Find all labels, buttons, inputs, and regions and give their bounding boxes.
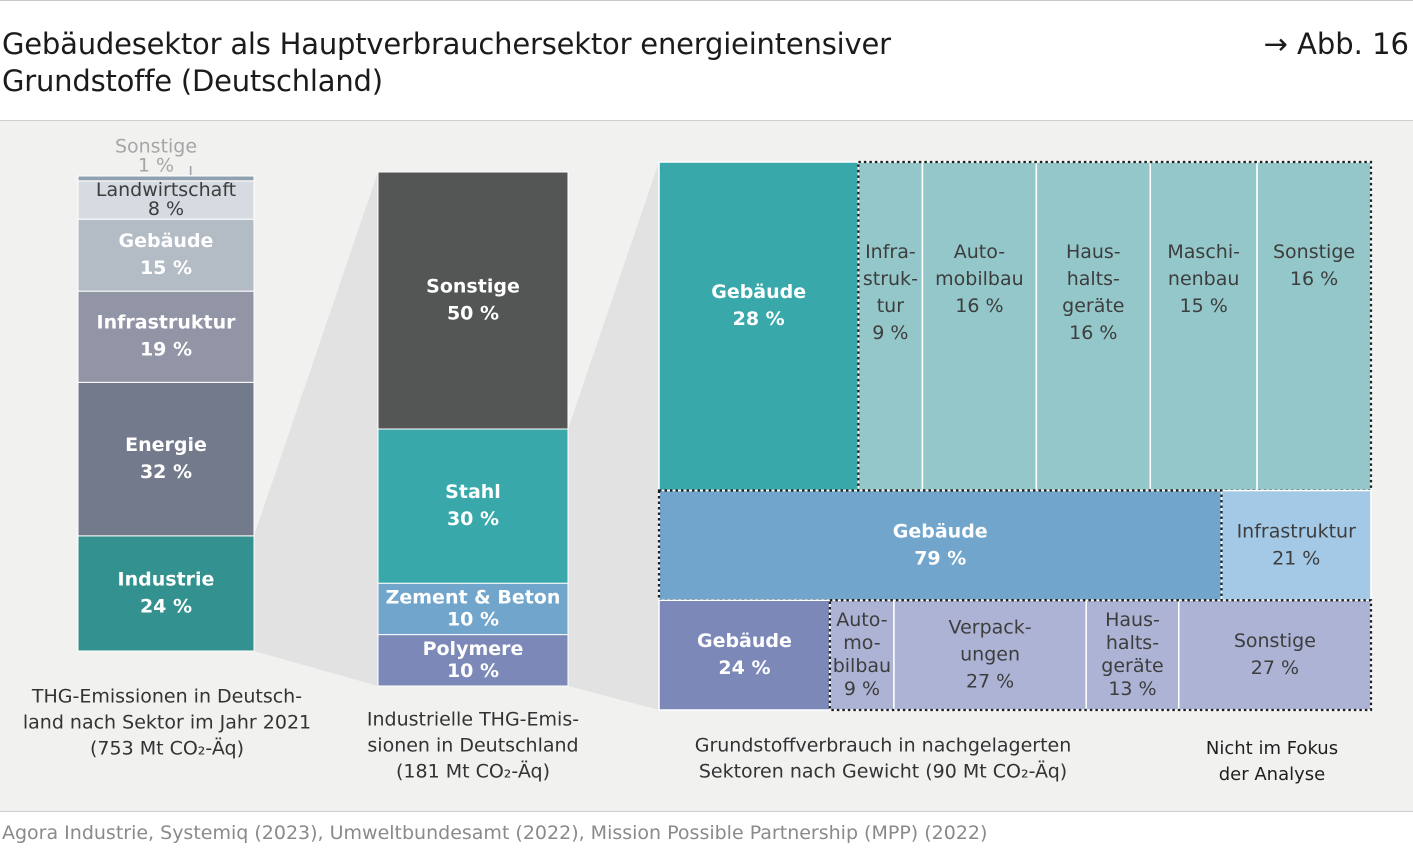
mekko-text-polymere-3-2: ungen <box>960 644 1020 666</box>
mekko-text-stahl-4-2: halts- <box>1067 268 1120 290</box>
caption-bar1-2: land nach Sektor im Jahr 2021 <box>23 712 311 734</box>
legend-not-in-focus-1: Nicht im Fokus <box>1206 738 1338 759</box>
figure-reference: → Abb. 16 <box>1263 27 1409 61</box>
bar2-text-stahl-2: 30 % <box>447 508 499 530</box>
mekko-text-stahl-2-1: Infra- <box>865 241 916 263</box>
mekko-text-polymere-4-3: geräte <box>1101 655 1163 677</box>
bar2-text-zement-beton-2: 10 % <box>447 608 499 630</box>
bar1-segment-gebäude <box>77 218 255 292</box>
mekko-cell-polymere-4 <box>1085 599 1180 711</box>
mekko-text-stahl-2-3: tur <box>877 295 904 317</box>
bar1-segment-energie <box>77 381 255 537</box>
mekko-text-polymere-2-2: mo- <box>843 632 880 654</box>
mekko-text-polymere-3-3: 27 % <box>966 671 1014 693</box>
mekko-cell-zement-beton-2 <box>1220 489 1372 602</box>
mekko-text-stahl-5-2: nenbau <box>1168 268 1240 290</box>
mekko-text-stahl-3-2: mobilbau <box>935 268 1024 290</box>
mekko-text-stahl-2-4: 9 % <box>872 322 908 344</box>
mekko-cell-stahl-2 <box>857 161 924 492</box>
top-rule <box>0 0 1413 1</box>
bar1-value-sonstige: 1 % <box>138 155 174 177</box>
caption-bar2-2: sionen in Deutschland <box>367 735 578 757</box>
mekko-text-stahl-5-3: 15 % <box>1180 295 1228 317</box>
bar2-segment-zement-beton <box>377 582 569 636</box>
mekko-text-polymere-4-1: Haus- <box>1105 609 1160 631</box>
title-line-2: Grundstoffe (Deutschland) <box>2 64 383 98</box>
mekko-text-polymere-3-1: Verpack- <box>949 617 1032 639</box>
bar1-text-landwirtschaft-1: Landwirtschaft <box>96 179 236 201</box>
caption-mekko-2: Sektoren nach Gewicht (90 Mt CO₂-Äq) <box>699 760 1067 783</box>
caption-mekko-1: Grundstoffverbrauch in nachgelagerten <box>695 735 1072 757</box>
mekko-text-zement-beton-1-1: Gebäude <box>893 520 988 542</box>
bar2-text-sonstige-2: 50 % <box>447 303 499 325</box>
bar1-text-gebäude-2: 15 % <box>140 257 192 279</box>
bar2-text-sonstige-1: Sonstige <box>426 276 520 298</box>
bar1-text-energie-1: Energie <box>125 434 207 456</box>
mekko-text-polymere-2-3: bilbau <box>833 655 891 677</box>
caption-bar1-1: THG-Emissionen in Deutsch- <box>31 686 302 708</box>
caption-bar1-3: (753 Mt CO₂-Äq) <box>90 737 244 760</box>
mekko-text-stahl-4-1: Haus- <box>1066 241 1121 263</box>
mekko-cell-polymere-5 <box>1178 599 1372 711</box>
bar2-segment-stahl <box>377 428 569 584</box>
bar1-text-gebäude-1: Gebäude <box>119 230 214 252</box>
legend-not-in-focus-2: der Analyse <box>1219 764 1325 785</box>
mekko-text-stahl-6-2: 16 % <box>1290 268 1338 290</box>
mekko-text-polymere-1-2: 24 % <box>718 657 770 679</box>
mekko-text-polymere-4-2: halts- <box>1106 632 1159 654</box>
mekko-text-stahl-3-1: Auto- <box>954 241 1005 263</box>
mekko-text-stahl-5-1: Maschi- <box>1167 241 1240 263</box>
bar1-text-energie-2: 32 % <box>140 461 192 483</box>
mekko-text-stahl-4-3: geräte <box>1062 295 1124 317</box>
mekko-text-stahl-2-2: struk- <box>863 268 918 290</box>
mekko-text-polymere-2-4: 9 % <box>844 678 880 700</box>
mekko-cell-stahl-6 <box>1256 161 1372 492</box>
mekko-text-polymere-2-1: Auto- <box>836 609 887 631</box>
mekko-cell-stahl-5 <box>1149 161 1258 492</box>
dotted-outline-polymere <box>828 599 1373 712</box>
bar1-text-infrastruktur-1: Infrastruktur <box>97 312 237 334</box>
mekko-text-polymere-1-1: Gebäude <box>697 630 792 652</box>
bar1-text-industrie-2: 24 % <box>140 595 192 617</box>
caption-bar2-3: (181 Mt CO₂-Äq) <box>396 760 550 783</box>
bar1-text-landwirtschaft-2: 8 % <box>148 198 184 220</box>
bar1-label-sonstige: Sonstige <box>115 136 197 158</box>
mekko-text-stahl-3-3: 16 % <box>955 295 1003 317</box>
mekko-text-zement-beton-2-2: 21 % <box>1272 547 1320 569</box>
funnel-materials <box>568 162 659 710</box>
mekko-text-stahl-4-4: 16 % <box>1069 322 1117 344</box>
mekko-cell-polymere-3 <box>893 599 1087 711</box>
mekko-text-stahl-6-1: Sonstige <box>1273 241 1355 263</box>
mekko-text-polymere-5-2: 27 % <box>1251 657 1299 679</box>
mekko-text-zement-beton-2-1: Infrastruktur <box>1237 520 1356 542</box>
bar2-segment-polymere <box>377 634 569 687</box>
mekko-text-zement-beton-1-2: 79 % <box>914 547 966 569</box>
page-title: Gebäudesektor als Hauptverbrauchersektor… <box>2 26 891 100</box>
bar1-segment-industrie <box>77 535 255 652</box>
mekko-text-stahl-1-1: Gebäude <box>711 281 806 303</box>
title-line-1: Gebäudesektor als Hauptverbrauchersektor… <box>2 27 891 61</box>
mekko-cell-zement-beton-1 <box>658 489 1223 602</box>
bar1-segment-infrastruktur <box>77 290 255 383</box>
bar2-text-polymere-1: Polymere <box>423 638 524 660</box>
bar1-segment-sonstige <box>77 175 255 182</box>
mekko-text-polymere-5-1: Sonstige <box>1234 630 1316 652</box>
bar1-text-industrie-1: Industrie <box>118 568 215 590</box>
bar1-text-infrastruktur-2: 19 % <box>140 339 192 361</box>
mekko-cell-stahl-3 <box>921 161 1038 492</box>
bar2-text-stahl-1: Stahl <box>445 481 501 503</box>
source-note: Agora Industrie, Systemiq (2023), Umwelt… <box>2 822 988 844</box>
bar2-text-zement-beton-1: Zement & Beton <box>386 586 561 608</box>
funnel-industrie <box>254 172 378 686</box>
mekko-text-stahl-1-2: 28 % <box>733 308 785 330</box>
mekko-cell-polymere-2 <box>829 599 895 711</box>
dotted-outline-stahl <box>857 160 1373 492</box>
caption-bar2-1: Industrielle THG-Emis- <box>367 709 579 731</box>
mekko-cell-polymere-1 <box>658 599 831 711</box>
bar2-text-polymere-2: 10 % <box>447 660 499 682</box>
bar2-segment-sonstige <box>377 171 569 430</box>
bar1-segment-landwirtschaft <box>77 180 255 220</box>
mekko-text-polymere-4-4: 13 % <box>1108 678 1156 700</box>
